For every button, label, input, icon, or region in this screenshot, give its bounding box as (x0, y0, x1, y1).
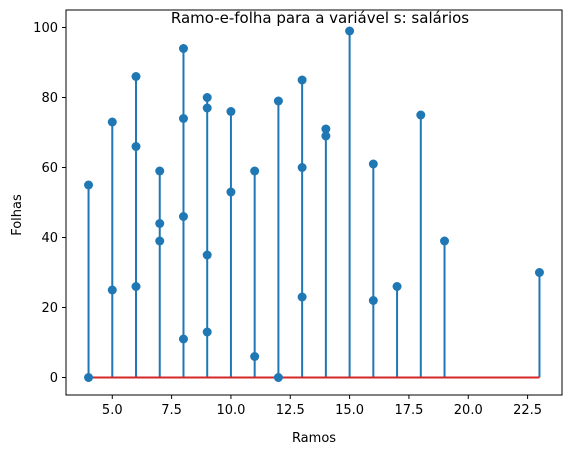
stem-marker (368, 296, 378, 305)
stem-marker (202, 93, 212, 102)
x-tick-label: 12.5 (276, 403, 305, 418)
stem-marker (297, 163, 307, 172)
y-tick-label: 20 (41, 301, 58, 316)
stem-marker (345, 26, 355, 36)
x-tick-label: 17.5 (394, 403, 423, 418)
stem-marker (131, 142, 141, 151)
x-tick-label: 5.0 (102, 403, 123, 418)
stem-marker (440, 236, 450, 246)
stem-marker (392, 282, 402, 291)
y-axis: 0 20 40 60 80 100 (33, 21, 66, 386)
stem-marker (202, 103, 212, 113)
stem-marker (226, 107, 236, 116)
stem-marker (321, 124, 331, 134)
stem-marker (131, 282, 141, 291)
x-axis: 5.0 7.5 10.0 12.5 15.0 17.5 20.0 22.5 (102, 395, 542, 418)
y-tick-label: 100 (33, 21, 58, 36)
stem-marker (155, 166, 165, 176)
stem-marker (321, 131, 331, 141)
x-tick-label: 20.0 (454, 403, 483, 418)
stem-marker (178, 334, 188, 344)
plot-area (84, 26, 544, 382)
stem-marker (131, 72, 141, 81)
y-tick-label: 40 (41, 231, 58, 246)
stem-marker (178, 212, 188, 221)
x-tick-label: 10.0 (216, 403, 245, 418)
stem-marker (534, 268, 544, 277)
x-tick-label: 22.5 (513, 403, 542, 418)
stem-marker (107, 285, 117, 295)
stem-marker (368, 159, 378, 169)
stem-marker (107, 117, 117, 127)
stem-marker (178, 114, 188, 123)
y-tick-label: 60 (41, 161, 58, 176)
stem-marker (297, 292, 307, 302)
y-tick-label: 80 (41, 91, 58, 106)
stem-marker (226, 187, 236, 197)
stem-marker (202, 250, 212, 260)
x-axis-label: Ramos (292, 431, 336, 446)
stem-marker (155, 219, 165, 228)
y-axis-label: Folhas (10, 194, 25, 236)
chart-title: Ramo-e-folha para a variável s: salários (171, 9, 469, 27)
stem-marker (84, 180, 94, 190)
stem-marker (202, 327, 212, 337)
x-tick-label: 7.5 (161, 403, 182, 418)
stem-marker (155, 236, 165, 246)
stem-marker (273, 373, 283, 382)
y-tick-label: 0 (50, 371, 58, 386)
stem-marker (416, 110, 426, 120)
x-tick-label: 15.0 (335, 403, 364, 418)
stem-marker (84, 373, 94, 382)
stem-marker (178, 44, 188, 53)
stem-marker (297, 75, 307, 85)
stem-marker (250, 166, 260, 176)
stem-marker (250, 352, 260, 361)
plot-frame (65, 9, 563, 396)
stem-marker (273, 96, 283, 106)
